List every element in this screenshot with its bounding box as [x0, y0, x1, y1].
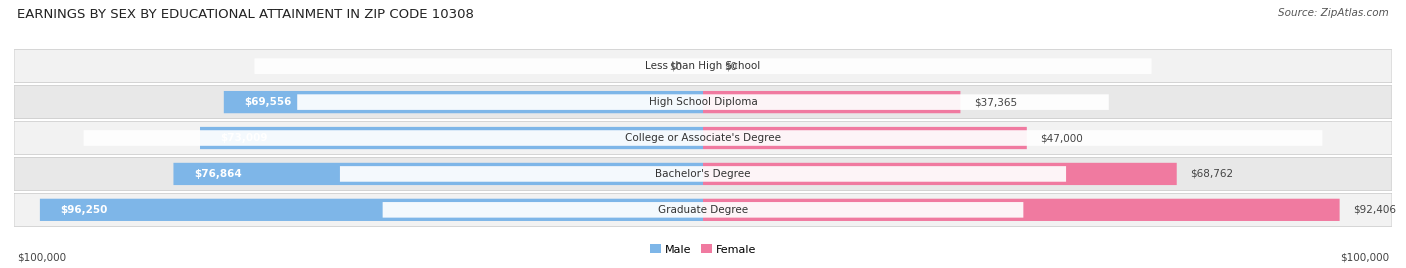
FancyBboxPatch shape: [703, 199, 1340, 221]
Text: College or Associate's Degree: College or Associate's Degree: [626, 133, 780, 143]
FancyBboxPatch shape: [173, 163, 703, 185]
FancyBboxPatch shape: [39, 199, 703, 221]
FancyBboxPatch shape: [340, 166, 1066, 182]
Text: $47,000: $47,000: [1040, 133, 1084, 143]
Text: High School Diploma: High School Diploma: [648, 97, 758, 107]
Text: $37,365: $37,365: [974, 97, 1018, 107]
FancyBboxPatch shape: [703, 127, 1026, 149]
Text: $68,762: $68,762: [1191, 169, 1233, 179]
FancyBboxPatch shape: [83, 130, 1323, 146]
FancyBboxPatch shape: [14, 193, 1392, 226]
FancyBboxPatch shape: [382, 202, 1024, 218]
FancyBboxPatch shape: [14, 50, 1392, 83]
Text: $69,556: $69,556: [245, 97, 292, 107]
FancyBboxPatch shape: [297, 94, 1109, 110]
FancyBboxPatch shape: [14, 121, 1392, 155]
Text: $92,406: $92,406: [1354, 205, 1396, 215]
FancyBboxPatch shape: [703, 163, 1177, 185]
Text: Source: ZipAtlas.com: Source: ZipAtlas.com: [1278, 8, 1389, 18]
FancyBboxPatch shape: [200, 127, 703, 149]
Text: $96,250: $96,250: [60, 205, 108, 215]
FancyBboxPatch shape: [703, 91, 960, 113]
FancyBboxPatch shape: [14, 85, 1392, 119]
Text: Less than High School: Less than High School: [645, 61, 761, 71]
Text: Bachelor's Degree: Bachelor's Degree: [655, 169, 751, 179]
Text: EARNINGS BY SEX BY EDUCATIONAL ATTAINMENT IN ZIP CODE 10308: EARNINGS BY SEX BY EDUCATIONAL ATTAINMEN…: [17, 8, 474, 21]
Text: $100,000: $100,000: [17, 253, 66, 263]
Text: $0: $0: [724, 61, 737, 71]
Text: $100,000: $100,000: [1340, 253, 1389, 263]
Legend: Male, Female: Male, Female: [650, 244, 756, 255]
Text: Graduate Degree: Graduate Degree: [658, 205, 748, 215]
Text: $0: $0: [669, 61, 682, 71]
FancyBboxPatch shape: [224, 91, 703, 113]
Text: $76,864: $76,864: [194, 169, 242, 179]
Text: $73,009: $73,009: [221, 133, 269, 143]
FancyBboxPatch shape: [254, 58, 1152, 74]
FancyBboxPatch shape: [14, 157, 1392, 191]
